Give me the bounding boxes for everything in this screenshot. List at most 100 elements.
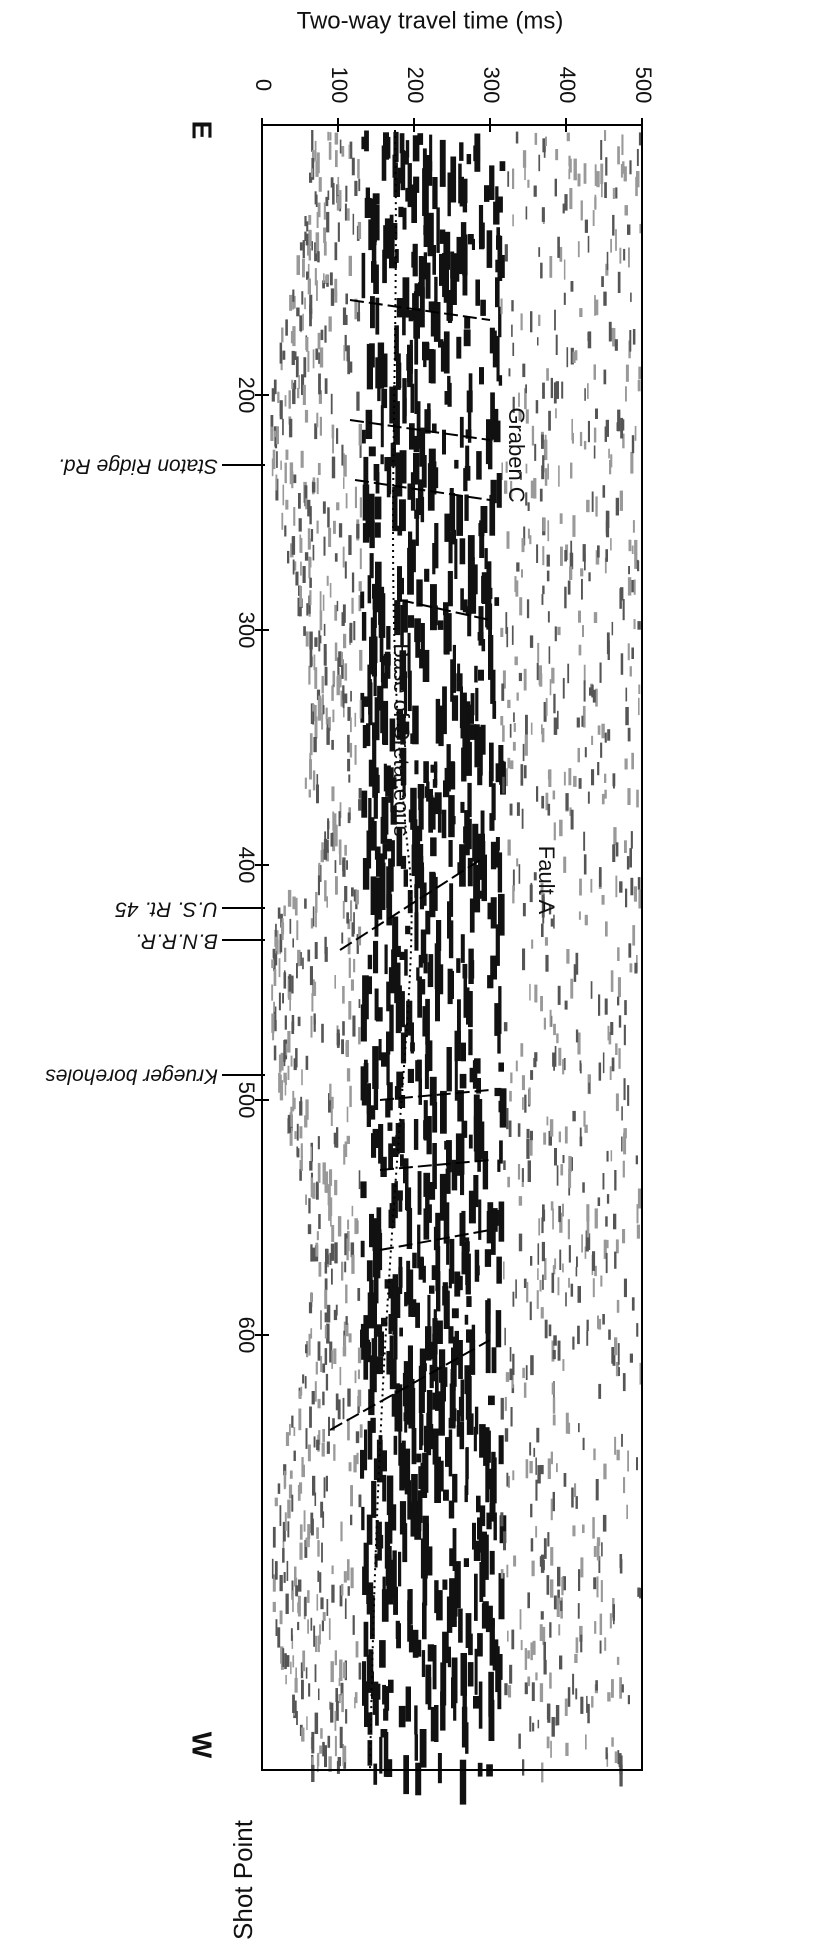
reflection bbox=[488, 1671, 494, 1717]
reflection bbox=[605, 1239, 609, 1249]
reflection bbox=[449, 1578, 456, 1599]
reflection bbox=[274, 437, 278, 449]
reflection bbox=[556, 1597, 560, 1617]
reflection bbox=[295, 1048, 298, 1068]
reflection bbox=[371, 237, 377, 275]
time-tick-label: 200 bbox=[403, 67, 428, 104]
reflection bbox=[507, 839, 511, 856]
reflection bbox=[350, 1485, 353, 1507]
reflection bbox=[407, 1345, 413, 1388]
reflection bbox=[314, 423, 318, 440]
reflection bbox=[583, 854, 587, 875]
reflection bbox=[399, 450, 407, 484]
reflection bbox=[284, 462, 287, 484]
reflection bbox=[380, 1450, 387, 1472]
reflection bbox=[639, 223, 642, 234]
reflection bbox=[443, 231, 451, 270]
time-tick-label: 400 bbox=[555, 67, 580, 104]
reflection bbox=[498, 893, 505, 936]
reflection bbox=[338, 651, 342, 667]
reflection bbox=[322, 1511, 325, 1528]
reflection bbox=[499, 1140, 503, 1164]
reflection bbox=[329, 132, 332, 141]
reflection bbox=[504, 480, 508, 494]
reflection bbox=[369, 553, 374, 579]
reflection bbox=[546, 1736, 550, 1749]
reflection bbox=[542, 1626, 546, 1645]
reflection bbox=[584, 1124, 588, 1133]
reflection bbox=[386, 626, 391, 650]
reflection bbox=[632, 520, 635, 533]
reflection bbox=[611, 1679, 614, 1698]
reflection bbox=[304, 231, 307, 241]
reflection bbox=[312, 544, 315, 561]
reflection bbox=[608, 321, 612, 342]
reflection bbox=[572, 351, 576, 363]
reflection bbox=[584, 914, 588, 926]
reflection bbox=[369, 1280, 374, 1302]
reflection bbox=[433, 761, 438, 786]
reflection bbox=[318, 352, 322, 364]
reflection bbox=[477, 1633, 483, 1657]
reflection bbox=[426, 781, 430, 802]
reflection bbox=[435, 698, 441, 744]
reflection bbox=[427, 403, 431, 421]
reflection bbox=[347, 1219, 350, 1230]
reflection bbox=[429, 134, 433, 172]
reflection bbox=[344, 334, 347, 352]
reflection bbox=[555, 381, 559, 399]
horizon-label: Base of Cretaceous bbox=[389, 643, 414, 836]
reflection bbox=[461, 747, 467, 782]
reflection bbox=[313, 1436, 316, 1448]
reflection bbox=[331, 739, 334, 750]
reflection bbox=[540, 1554, 545, 1573]
reflection bbox=[319, 1624, 321, 1645]
reflection bbox=[308, 1198, 311, 1214]
reflection bbox=[482, 1534, 489, 1580]
reflection bbox=[302, 957, 304, 970]
reflection bbox=[347, 1388, 351, 1407]
reflection bbox=[365, 507, 370, 538]
reflection bbox=[524, 159, 526, 181]
reflection bbox=[347, 1586, 350, 1596]
reflection bbox=[338, 523, 343, 538]
reflection bbox=[615, 229, 617, 251]
reflection bbox=[512, 1353, 515, 1375]
reflection bbox=[387, 1082, 393, 1111]
reflection bbox=[495, 837, 500, 851]
reflection bbox=[445, 1446, 452, 1466]
reflection bbox=[348, 255, 352, 276]
reflection bbox=[637, 1587, 641, 1597]
reflection bbox=[446, 1234, 450, 1265]
reflection bbox=[488, 188, 495, 200]
reflection bbox=[317, 1162, 321, 1183]
reflection bbox=[356, 391, 360, 411]
reflection bbox=[402, 1523, 408, 1563]
reflection bbox=[291, 350, 295, 365]
reflection bbox=[304, 1115, 308, 1128]
reflection bbox=[498, 1435, 504, 1465]
reflection bbox=[478, 1681, 483, 1729]
reflection bbox=[312, 906, 315, 927]
reflection bbox=[302, 240, 305, 259]
reflection bbox=[296, 1123, 299, 1141]
reflection bbox=[636, 1224, 640, 1239]
reflection bbox=[414, 1705, 418, 1735]
reflection bbox=[468, 704, 474, 724]
reflection bbox=[627, 788, 631, 805]
reflection bbox=[524, 1094, 527, 1113]
reflection bbox=[568, 768, 572, 786]
reflection bbox=[547, 1458, 551, 1479]
reflection bbox=[426, 1040, 433, 1071]
reflection bbox=[578, 778, 582, 789]
reflection bbox=[346, 345, 350, 362]
reflection bbox=[432, 1143, 437, 1190]
reflection bbox=[594, 1208, 598, 1229]
reflection bbox=[321, 712, 324, 730]
reflection bbox=[294, 1677, 298, 1693]
reflection bbox=[617, 146, 620, 165]
reflection bbox=[628, 566, 630, 575]
reflection bbox=[344, 663, 348, 681]
reflection bbox=[410, 1299, 417, 1317]
